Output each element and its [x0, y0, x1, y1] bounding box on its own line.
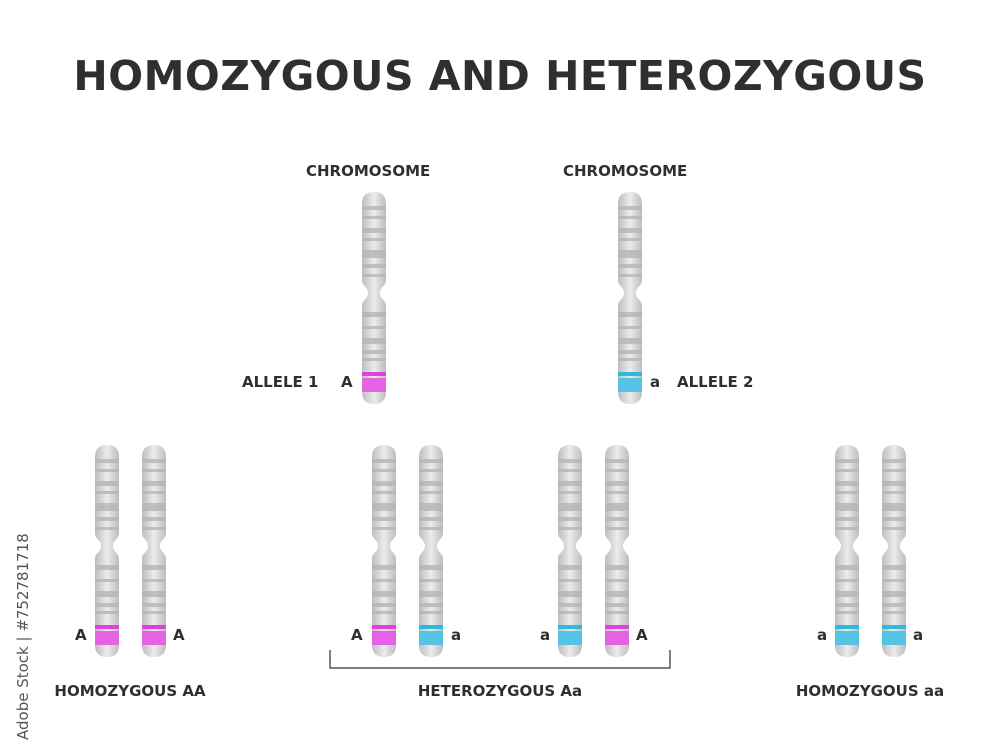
chromosome-homozygous-aa-2 [882, 445, 906, 657]
homozygous-aa-letter-2: a [913, 626, 924, 644]
heterozygous-bracket [329, 650, 671, 669]
allele-1-label: ALLELE 1 [242, 373, 319, 391]
homozygous-AA-letter-1: A [75, 626, 87, 644]
heterozygous-pair2-letter-2: A [636, 626, 648, 644]
chromosome-allele-1 [362, 192, 386, 404]
chromosome-heterozygous-pair2-1 [558, 445, 582, 657]
chromosome-homozygous-AA-1 [95, 445, 119, 657]
chromosome-label-right: CHROMOSOME [563, 162, 688, 180]
allele-2-label: ALLELE 2 [677, 373, 754, 391]
chromosome-homozygous-aa-1 [835, 445, 859, 657]
chromosome-allele-2 [618, 192, 642, 404]
heterozygous-pair2-letter-1: a [540, 626, 551, 644]
heterozygous-pair1-letter-1: A [351, 626, 363, 644]
page-title: HOMOZYGOUS AND HETEROZYGOUS [73, 52, 927, 100]
heterozygous-Aa-caption: HETEROZYGOUS Aa [417, 682, 583, 700]
homozygous-AA-caption: HOMOZYGOUS AA [54, 682, 206, 700]
homozygous-AA-letter-2: A [173, 626, 185, 644]
chromosome-homozygous-AA-2 [142, 445, 166, 657]
homozygous-aa-caption: HOMOZYGOUS aa [795, 682, 945, 700]
chromosome-heterozygous-pair1-2 [419, 445, 443, 657]
stock-watermark: Adobe Stock | #752781718 [14, 533, 32, 740]
chromosome-label-left: CHROMOSOME [306, 162, 431, 180]
allele-2-letter: a [650, 373, 661, 391]
chromosome-heterozygous-pair2-2 [605, 445, 629, 657]
homozygous-aa-letter-1: a [817, 626, 828, 644]
heterozygous-pair1-letter-2: a [451, 626, 462, 644]
allele-1-letter: A [341, 373, 353, 391]
chromosome-heterozygous-pair1-1 [372, 445, 396, 657]
